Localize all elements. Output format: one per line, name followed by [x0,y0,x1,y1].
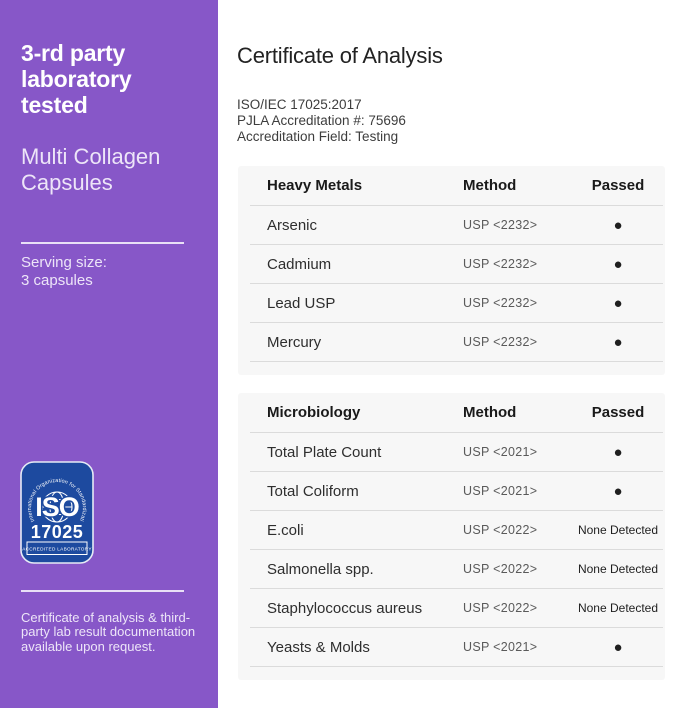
badge-iso-text: ISO [35,492,79,522]
iso-badge-icon: International Organization for Standardi… [18,457,94,564]
table-row: Lead USP USP <2232> ● [250,284,663,323]
analyte-name: Staphylococcus aureus [267,599,423,617]
column-header-analyte: Microbiology [267,404,361,421]
column-header-passed: Passed [591,404,645,421]
analyte-name: Yeasts & Molds [267,638,370,656]
badge-background [20,461,94,564]
passed-indicator: ● [613,255,623,273]
table-header-row: Microbiology Method Passed [250,393,663,433]
method-value: USP <2232> [463,218,538,232]
globe-icon [41,491,73,523]
table-row: Salmonella spp. USP <2022> None Detected [250,550,663,589]
passed-indicator: ● [613,294,623,312]
iso-17025-badge: International Organization for Standardi… [18,457,94,564]
table-row: Total Plate Count USP <2021> ● [250,433,663,472]
sidebar: 3-rd party laboratory tested Multi Colla… [0,0,218,708]
badge-number: 17025 [31,522,84,542]
table-row: Staphylococcus aureus USP <2022> None De… [250,589,663,628]
badge-accredited-box [26,541,88,555]
analyte-name: Lead USP [267,294,336,312]
method-value: USP <2232> [463,335,538,349]
table-row: Arsenic USP <2232> ● [250,206,663,245]
method-value: USP <2232> [463,296,538,310]
analyte-name: Total Coliform [267,482,359,500]
passed-indicator: ● [613,333,623,351]
accreditation-info: ISO/IEC 17025:2017 PJLA Accreditation #:… [237,97,406,145]
accreditation-field: Accreditation Field: Testing [237,129,399,144]
passed-indicator: ● [613,443,623,461]
method-value: USP <2021> [463,445,538,459]
serving-size: Serving size: 3 capsules [21,254,107,290]
method-value: USP <2021> [463,484,538,498]
analyte-name: Salmonella spp. [267,560,374,578]
accreditation-standard: ISO/IEC 17025:2017 [237,97,362,112]
passed-indicator: ● [613,482,623,500]
passed-indicator: None Detected [577,523,659,537]
column-header-method: Method [463,177,517,194]
sidebar-divider-top [21,242,184,244]
passed-indicator: ● [613,638,623,656]
availability-note: Certificate of analysis & third-party la… [21,610,196,654]
table-row: Total Coliform USP <2021> ● [250,472,663,511]
microbiology-table: Microbiology Method Passed Total Plate C… [238,393,665,680]
heavy-metals-table: Heavy Metals Method Passed Arsenic USP <… [238,166,665,375]
sidebar-divider-bottom [21,590,184,592]
product-name: Multi Collagen Capsules [21,144,161,195]
accreditation-number: PJLA Accreditation #: 75696 [237,113,406,128]
passed-indicator: ● [613,216,623,234]
method-value: USP <2022> [463,601,538,615]
table-row: E.coli USP <2022> None Detected [250,511,663,550]
analyte-name: Mercury [267,333,322,351]
table-row: Yeasts & Molds USP <2021> ● [250,628,663,667]
column-header-analyte: Heavy Metals [267,177,363,194]
certificate-panel: Certificate of Analysis ISO/IEC 17025:20… [218,0,679,708]
analyte-name: Arsenic [267,216,318,234]
badge-accredited-label: ACCREDITED LABORATORY [22,547,92,552]
column-header-method: Method [463,404,517,421]
analyte-name: Total Plate Count [267,443,382,461]
table-header-row: Heavy Metals Method Passed [250,166,663,206]
column-header-passed: Passed [591,177,645,194]
method-value: USP <2232> [463,257,538,271]
method-value: USP <2022> [463,562,538,576]
method-value: USP <2021> [463,640,538,654]
method-value: USP <2022> [463,523,538,537]
page-title: Certificate of Analysis [237,43,443,68]
passed-indicator: None Detected [577,601,659,615]
table-row: Cadmium USP <2232> ● [250,245,663,284]
sidebar-headline: 3-rd party laboratory tested [21,40,132,118]
analyte-name: E.coli [267,521,304,539]
analyte-name: Cadmium [267,255,332,273]
serving-size-label: Serving size: [21,254,107,271]
serving-size-value: 3 capsules [21,272,93,289]
table-row: Mercury USP <2232> ● [250,323,663,362]
passed-indicator: None Detected [577,562,659,576]
